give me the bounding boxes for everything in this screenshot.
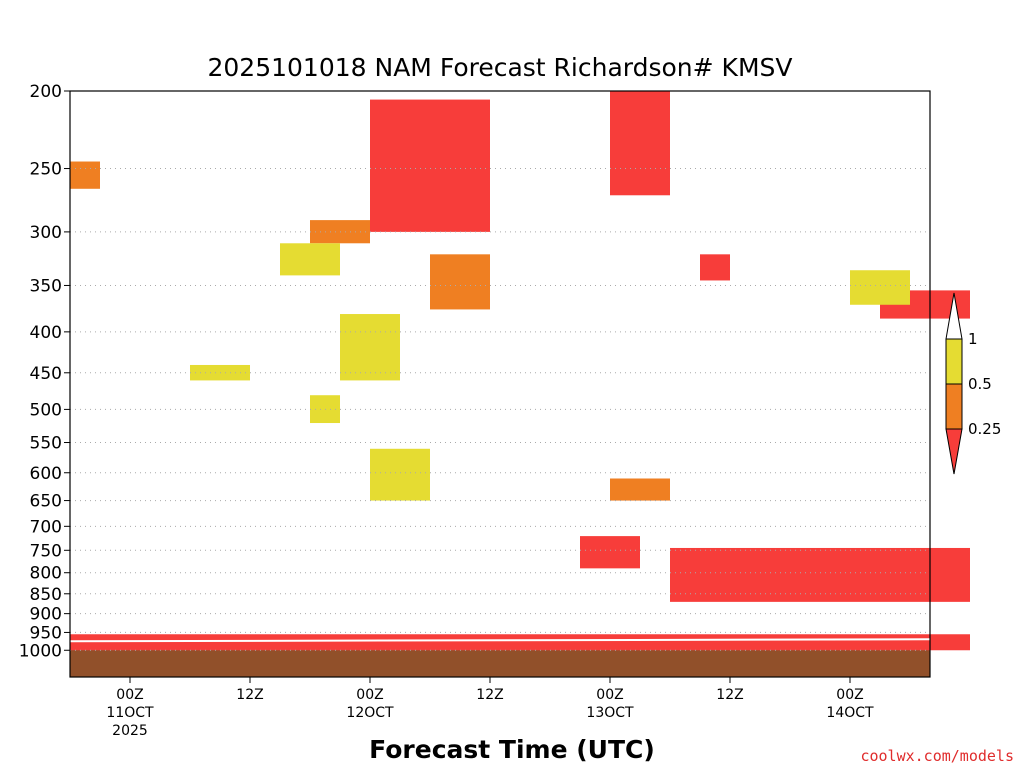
y-tick-label: 1000 bbox=[19, 641, 62, 661]
y-tick-label: 600 bbox=[30, 464, 62, 484]
y-tick-label: 750 bbox=[30, 541, 62, 561]
y-tick-label: 400 bbox=[30, 323, 62, 343]
x-tick-label: 00Z bbox=[596, 687, 623, 703]
y-tick-label: 200 bbox=[30, 82, 62, 102]
ri-region-2 bbox=[670, 547, 970, 602]
x-tick-label: 12Z bbox=[236, 687, 263, 703]
x-tick-label: 12OCT bbox=[346, 705, 394, 721]
ri-region-6 bbox=[580, 536, 640, 569]
colorbar-bottom-arrow bbox=[945, 428, 963, 475]
x-tick-label: 00Z bbox=[116, 687, 143, 703]
ri-region-4 bbox=[700, 254, 730, 281]
ri-region-8 bbox=[430, 254, 490, 310]
y-tick-label: 300 bbox=[30, 223, 62, 243]
y-tick-label: 950 bbox=[30, 623, 62, 643]
x-tick-label: 2025 bbox=[112, 723, 148, 739]
ri-region-10 bbox=[610, 478, 670, 501]
colorbar-bin-025-05 bbox=[945, 383, 963, 430]
plot-area bbox=[69, 91, 970, 677]
colorbar-label: 1 bbox=[968, 330, 978, 348]
ri-region-9 bbox=[70, 161, 100, 189]
colorbar: 1 0.5 0.25 bbox=[945, 292, 1001, 475]
x-tick-label: 12Z bbox=[476, 687, 503, 703]
x-tick-label: 12Z bbox=[716, 687, 743, 703]
y-tick-label: 850 bbox=[30, 585, 62, 605]
y-tick-label: 550 bbox=[30, 434, 62, 454]
ri-region-11 bbox=[280, 243, 340, 276]
ri-region-1 bbox=[370, 99, 490, 232]
ri-region-16 bbox=[370, 448, 430, 501]
x-tick-label: 11OCT bbox=[106, 705, 154, 721]
colorbar-bin-05-1 bbox=[945, 338, 963, 385]
x-tick-label: 00Z bbox=[836, 687, 863, 703]
y-tick-label: 250 bbox=[30, 160, 62, 180]
x-tick-label: 13OCT bbox=[586, 705, 634, 721]
chart-title: 2025101018 NAM Forecast Richardson# KMSV bbox=[208, 53, 793, 82]
y-tick-label: 500 bbox=[30, 400, 62, 420]
x-tick-label: 14OCT bbox=[826, 705, 874, 721]
grid-lines bbox=[70, 168, 930, 651]
surface-line bbox=[69, 638, 931, 643]
y-tick-label: 650 bbox=[30, 492, 62, 512]
ri-region-15 bbox=[850, 270, 910, 305]
colorbar-label: 0.5 bbox=[968, 375, 992, 393]
ri-region-0 bbox=[70, 634, 970, 651]
plot-frame bbox=[69, 90, 931, 678]
y-tick-label: 700 bbox=[30, 517, 62, 537]
x-axis: 00Z 11OCT 2025 12Z 00Z 12OCT 12Z 00Z 13OCT 12Z 00Z… bbox=[106, 677, 874, 739]
frame-rect bbox=[69, 90, 931, 678]
ri-region-12 bbox=[340, 314, 400, 381]
y-axis: 200 250 300 350 400 450 500 550 600 650 700 750 8008… bbox=[19, 82, 70, 661]
y-tick-label: 350 bbox=[30, 276, 62, 296]
y-tick-label: 800 bbox=[30, 564, 62, 584]
y-tick-label: 450 bbox=[30, 364, 62, 384]
x-tick-label: 00Z bbox=[356, 687, 383, 703]
colorbar-label: 0.25 bbox=[968, 420, 1001, 438]
ri-region-3 bbox=[610, 91, 670, 196]
y-tick-label: 900 bbox=[30, 605, 62, 625]
x-axis-label: Forecast Time (UTC) bbox=[369, 735, 655, 764]
credit-text: coolwx.com/models bbox=[860, 747, 1014, 765]
